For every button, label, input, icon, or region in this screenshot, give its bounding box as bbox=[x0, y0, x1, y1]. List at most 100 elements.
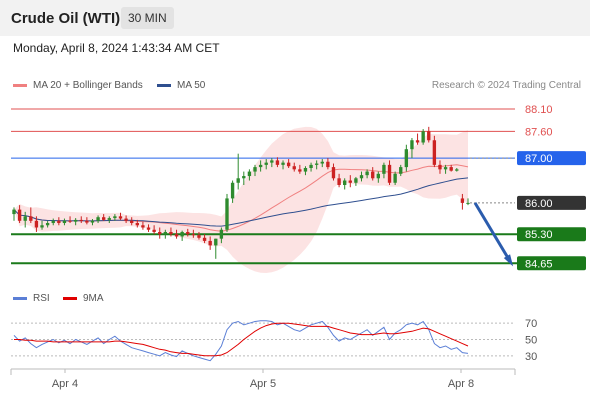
candle-body bbox=[141, 225, 145, 228]
candle-body bbox=[337, 178, 341, 185]
candle-body bbox=[421, 131, 425, 143]
rsi-ma-line bbox=[14, 322, 469, 357]
candle-body bbox=[23, 216, 27, 221]
candle-body bbox=[258, 164, 263, 168]
candle-body bbox=[393, 173, 397, 183]
rsi-tick-70: 70 bbox=[525, 318, 537, 330]
candles bbox=[12, 126, 470, 259]
candle-body bbox=[57, 220, 61, 224]
candle-body bbox=[443, 167, 448, 170]
candle-body bbox=[96, 217, 100, 221]
candle-body bbox=[135, 223, 139, 226]
candle-body bbox=[264, 162, 268, 165]
candle-body bbox=[163, 231, 168, 235]
timestamp: Monday, April 8, 2024 1:43:34 AM CET bbox=[13, 41, 220, 55]
level-label-87-00: 87.00 bbox=[525, 153, 553, 165]
candle-body bbox=[466, 202, 470, 204]
rsi-swatch bbox=[13, 296, 27, 300]
candle-body bbox=[124, 218, 128, 221]
ma20-swatch bbox=[13, 83, 27, 87]
x-axis: Apr 4 Apr 5 Apr 8 bbox=[10, 368, 516, 390]
level-label-88-10: 88.10 bbox=[525, 104, 553, 116]
candle-body bbox=[191, 234, 196, 236]
candle-body bbox=[309, 164, 313, 168]
timeframe-button[interactable]: 30 MIN bbox=[121, 7, 174, 29]
rsi-panel: 70 50 30 bbox=[11, 318, 537, 363]
candle-body bbox=[314, 163, 319, 165]
rsi-line bbox=[13, 320, 469, 362]
candle-body bbox=[286, 162, 291, 167]
candle-body bbox=[29, 216, 33, 221]
candle-body bbox=[275, 160, 280, 165]
candle-body bbox=[113, 216, 117, 219]
candle-body bbox=[343, 180, 347, 185]
candle-body bbox=[320, 161, 324, 164]
candle-body bbox=[410, 140, 414, 150]
rsi-ma-label: 9MA bbox=[83, 293, 104, 304]
candle-body bbox=[247, 171, 252, 177]
candle-body bbox=[449, 167, 453, 171]
candle-body bbox=[432, 140, 437, 165]
ma20-label: MA 20 + Bollinger Bands bbox=[33, 80, 143, 91]
candle-body bbox=[118, 216, 123, 219]
candle-body bbox=[376, 173, 381, 179]
rsi-ma-swatch bbox=[63, 296, 77, 300]
bollinger-band-fill bbox=[14, 126, 468, 274]
candle-body bbox=[90, 220, 95, 223]
candle-body bbox=[197, 235, 201, 238]
rsi-tick-50: 50 bbox=[525, 335, 537, 347]
level-label-86-00: 86.00 bbox=[525, 198, 553, 210]
candle-body bbox=[17, 209, 22, 221]
candle-body bbox=[107, 218, 111, 220]
price-levels: 88.10 87.60 87.00 86.00 85.30 84.65 bbox=[11, 104, 586, 271]
candle-body bbox=[180, 231, 184, 237]
level-tag-85-30 bbox=[517, 227, 586, 242]
bollinger-bands bbox=[14, 126, 468, 274]
candle-body bbox=[34, 220, 39, 228]
candle-body bbox=[455, 169, 459, 171]
credit-text: Research © 2024 Trading Central bbox=[431, 80, 581, 91]
candle-body bbox=[354, 178, 358, 183]
candle-body bbox=[174, 234, 179, 237]
candle-body bbox=[62, 220, 67, 224]
candle-body bbox=[130, 220, 134, 224]
candle-body bbox=[68, 220, 72, 222]
candle-body bbox=[365, 171, 369, 176]
level-tag-86-00 bbox=[517, 195, 586, 210]
x-tick-label: Apr 5 bbox=[250, 378, 276, 390]
candle-body bbox=[331, 167, 336, 179]
candle-body bbox=[399, 167, 403, 174]
candle-body bbox=[326, 161, 330, 168]
level-label-87-60: 87.60 bbox=[525, 126, 553, 138]
candle-body bbox=[415, 140, 420, 143]
candle-body bbox=[202, 237, 207, 241]
candle-body bbox=[12, 209, 16, 215]
legend-rsi: RSI bbox=[13, 293, 50, 304]
candle-body bbox=[219, 229, 224, 239]
candle-body bbox=[303, 168, 308, 172]
candle-body bbox=[281, 162, 285, 165]
rsi-label: RSI bbox=[33, 293, 50, 304]
candle-body bbox=[79, 219, 83, 221]
candle-body bbox=[169, 231, 173, 235]
ma50-line bbox=[13, 177, 469, 227]
candle-body bbox=[298, 169, 302, 172]
candle-body bbox=[382, 164, 386, 174]
candle-body bbox=[253, 167, 257, 172]
candle-body bbox=[214, 238, 218, 246]
candle-body bbox=[158, 231, 162, 235]
candle-body bbox=[236, 178, 240, 183]
ma50-swatch bbox=[157, 83, 171, 87]
rsi-tick-30: 30 bbox=[525, 351, 537, 363]
candle-body bbox=[225, 198, 229, 230]
instrument-title: Crude Oil (WTI) bbox=[11, 10, 121, 27]
candle-body bbox=[101, 217, 106, 220]
level-tag-87-00 bbox=[517, 151, 586, 166]
level-label-85-30: 85.30 bbox=[525, 229, 553, 241]
level-label-84-65: 84.65 bbox=[525, 258, 553, 270]
candle-body bbox=[270, 160, 274, 163]
candle-body bbox=[186, 231, 190, 235]
candle-body bbox=[438, 164, 442, 170]
projection-arrow bbox=[473, 202, 514, 267]
